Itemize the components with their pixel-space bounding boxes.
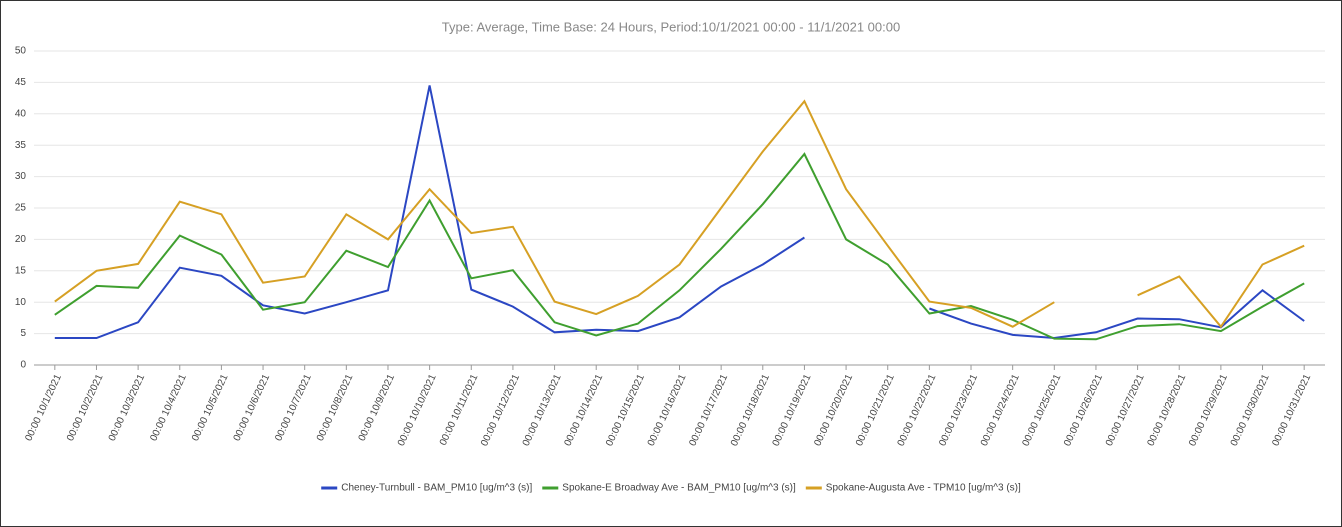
y-tick-label: 0 (20, 360, 26, 371)
legend-label: Spokane-E Broadway Ave - BAM_PM10 [ug/m^… (562, 483, 796, 494)
y-tick-label: 35 (15, 140, 27, 151)
series-line (54, 152, 1305, 341)
legend-label: Spokane-Augusta Ave - TPM10 [ug/m^3 (s)] (826, 483, 1021, 494)
legend: Cheney-Turnbull - BAM_PM10 [ug/m^3 (s)] S… (321, 483, 1021, 494)
y-tick-label: 15 (15, 265, 27, 276)
y-tick-label: 10 (15, 297, 27, 308)
legend-label: Cheney-Turnbull - BAM_PM10 [ug/m^3 (s)] (341, 483, 532, 494)
y-tick-label: 45 (15, 77, 27, 88)
chart-title: Type: Average, Time Base: 24 Hours, Peri… (442, 19, 900, 34)
y-tick-label: 25 (15, 203, 27, 214)
y-tick-label: 20 (15, 234, 27, 245)
y-tick-label: 40 (15, 108, 27, 119)
y-tick-label: 30 (15, 171, 27, 182)
y-tick-label: 5 (20, 328, 26, 339)
y-tick-label: 50 (15, 46, 27, 57)
series-line (54, 85, 1305, 340)
series-line (54, 99, 1305, 329)
